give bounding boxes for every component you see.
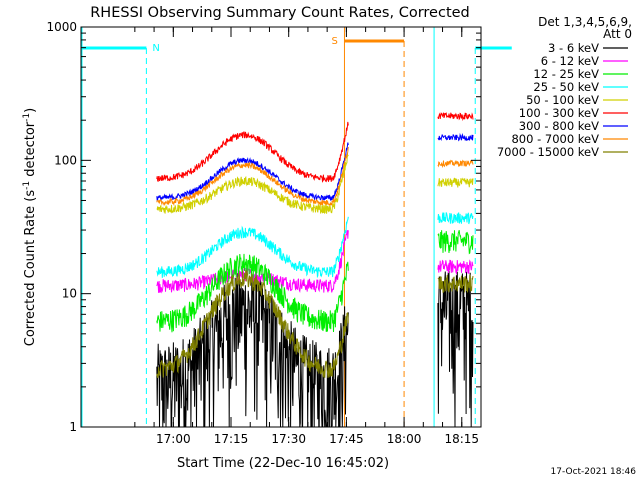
- x-tick-label-5: 18:15: [444, 432, 479, 446]
- series-line-post-3: [437, 212, 474, 225]
- x-axis-label: Start Time (22-Dec-10 16:45:02): [177, 456, 389, 471]
- series-6: [156, 132, 474, 203]
- x-tick-label-3: 17:45: [329, 432, 364, 446]
- y-tick-label-1: 10: [62, 287, 77, 301]
- x-tick-label-0: 17:00: [156, 432, 191, 446]
- x-tick-label-1: 17:15: [214, 432, 249, 446]
- x-tick-label-4: 18:00: [387, 432, 422, 446]
- legend-label-3: 25 - 50 keV: [533, 80, 599, 94]
- series-4: [156, 153, 474, 215]
- series-line-post-5: [437, 112, 474, 122]
- y-tick-label-3: 1000: [46, 20, 77, 34]
- plot-frame: [80, 26, 482, 428]
- chart-title: RHESSI Observing Summary Count Rates, Co…: [90, 5, 470, 21]
- legend-header-line-1: Det 1,3,4,5,6,9,: [538, 15, 632, 29]
- legend-label-4: 50 - 100 keV: [526, 93, 599, 107]
- legend-label-7: 800 - 7000 keV: [511, 132, 599, 146]
- y-axis: 1 10 100 1000: [46, 20, 481, 434]
- series-line-pre-5: [156, 121, 349, 183]
- series-line-pre-7: [156, 146, 349, 206]
- y-tick-label-0: 1: [69, 420, 77, 434]
- series-line-post-8: [437, 274, 474, 293]
- x-tick-label-2: 17:30: [271, 432, 306, 446]
- series-line-pre-8: [156, 269, 349, 379]
- y-axis-label: Corrected Count Rate (s-1 detector-1): [22, 108, 38, 346]
- series-2: [156, 230, 474, 333]
- saa-label: S: [331, 36, 337, 47]
- night-label: N: [152, 43, 159, 54]
- y-tick-label-2: 100: [54, 153, 77, 167]
- legend-label-5: 100 - 300 keV: [519, 106, 599, 120]
- legend-label-8: 7000 - 15000 keV: [497, 145, 599, 159]
- footer-date: 17-Oct-2021 18:46: [551, 467, 637, 477]
- series-3: [156, 212, 474, 279]
- series-8: [156, 269, 474, 379]
- legend-label-6: 300 - 800 keV: [519, 119, 599, 133]
- series-line-pre-0: [156, 273, 349, 428]
- series-7: [156, 146, 474, 206]
- series-line-post-1: [437, 259, 474, 276]
- series-line-pre-6: [156, 142, 349, 203]
- legend-label-2: 12 - 25 keV: [533, 67, 599, 81]
- series-line-post-6: [437, 132, 474, 142]
- series-line-post-7: [437, 159, 474, 169]
- series-line-post-0: [437, 271, 474, 428]
- legend-header-line-2: Att 0: [603, 27, 632, 41]
- series-line-pre-4: [156, 153, 349, 215]
- series-5: [156, 112, 474, 183]
- series-1: [156, 230, 474, 294]
- series-line-post-4: [437, 177, 474, 188]
- series-0: [156, 271, 474, 428]
- legend-label-1: 6 - 12 keV: [541, 54, 599, 68]
- x-axis: 17:00 17:15 17:30 17:45 18:00 18:15: [134, 27, 479, 446]
- series-line-pre-2: [156, 253, 349, 333]
- legend-label-0: 3 - 6 keV: [548, 41, 599, 55]
- plot-area: NS: [81, 27, 512, 428]
- series-line-post-2: [437, 230, 474, 255]
- series-line-pre-3: [156, 216, 349, 279]
